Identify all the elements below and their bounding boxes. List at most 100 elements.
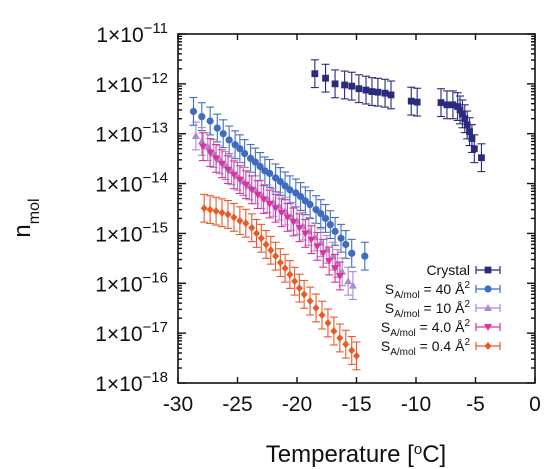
series-0	[310, 59, 486, 173]
x-tick-label: -5	[466, 393, 485, 416]
data-point	[212, 207, 220, 216]
data-point	[348, 82, 356, 90]
data-point	[286, 270, 294, 279]
data-point	[478, 154, 485, 162]
data-point	[251, 158, 259, 166]
data-point	[230, 213, 238, 222]
legend-label: Crystal	[426, 262, 470, 278]
data-point	[276, 258, 284, 267]
data-point	[213, 124, 221, 132]
data-point	[206, 117, 214, 125]
data-point	[313, 243, 322, 251]
data-point	[336, 333, 344, 342]
data-point	[331, 80, 339, 88]
data-point	[335, 273, 344, 281]
y-tick-label: 1×10−17	[95, 319, 168, 346]
data-point	[321, 214, 330, 223]
data-point	[281, 264, 289, 273]
data-point	[241, 149, 249, 158]
data-point	[407, 97, 415, 105]
data-point	[362, 86, 370, 94]
data-point	[368, 88, 376, 95]
data-point	[374, 88, 382, 96]
data-point	[437, 99, 445, 107]
data-point	[272, 252, 280, 261]
data-point	[223, 166, 232, 174]
x-tick-label: 0	[529, 393, 541, 416]
data-point	[307, 236, 316, 244]
y-axis-label: nmol	[9, 198, 43, 237]
y-tick-label: 1×10−12	[95, 70, 168, 97]
data-point	[283, 214, 292, 222]
data-point	[342, 340, 350, 349]
x-tick-label: -30	[163, 393, 193, 416]
data-point	[191, 131, 200, 139]
data-point	[257, 234, 265, 243]
data-point	[206, 149, 215, 157]
data-point	[325, 257, 334, 265]
data-point	[348, 281, 357, 289]
data-point	[277, 209, 286, 217]
data-point	[198, 143, 207, 151]
data-point	[271, 205, 280, 213]
data-point	[265, 200, 274, 208]
data-point	[361, 252, 369, 260]
data-point	[247, 186, 256, 194]
data-point	[248, 223, 256, 232]
data-point	[218, 208, 226, 217]
data-point	[289, 218, 298, 226]
data-point	[470, 145, 478, 153]
y-tick-label: 1×10−16	[95, 269, 168, 296]
legend-marker	[484, 266, 492, 274]
data-point	[355, 85, 363, 93]
legend-marker	[484, 285, 492, 293]
data-point	[241, 181, 250, 189]
series-4	[200, 193, 361, 371]
y-tick-label: 1×10−18	[95, 369, 168, 396]
data-point	[262, 240, 270, 249]
x-axis-label: Temperature [oC]	[266, 441, 446, 469]
data-point	[219, 130, 227, 138]
legend-label: SA/mol = 40 Å2	[385, 280, 471, 301]
data-point	[413, 98, 421, 106]
data-point	[326, 221, 334, 229]
data-point	[459, 110, 466, 118]
legend-marker	[484, 342, 492, 350]
data-point	[468, 135, 476, 142]
data-point	[341, 81, 348, 89]
data-point	[381, 89, 389, 97]
data-point	[236, 216, 244, 225]
data-point	[463, 121, 471, 129]
data-point	[286, 186, 294, 194]
axis-ticks: -30 -25 -20 -15 -10 -5 0 1×10−18 1×10−17 1×10−16 1…	[95, 20, 541, 416]
data-point	[295, 224, 304, 232]
x-tick-label: -25	[222, 393, 252, 416]
data-point	[253, 191, 262, 199]
data-point	[291, 277, 299, 286]
series-1	[189, 96, 369, 271]
data-point	[461, 115, 469, 123]
x-tick-label: -15	[341, 393, 371, 416]
data-point	[312, 303, 320, 312]
x-tick-label: -10	[401, 393, 431, 416]
data-point	[319, 250, 328, 258]
data-point	[322, 74, 329, 82]
data-point	[456, 106, 464, 114]
data-point	[295, 284, 303, 293]
legend-marker	[484, 324, 492, 331]
data-point	[276, 177, 284, 186]
data-point	[206, 205, 214, 214]
legend-label: SA/mol = 0.4 Å2	[381, 337, 471, 358]
x-tick-label: -20	[282, 393, 312, 416]
data-point	[253, 229, 261, 238]
data-point	[342, 240, 350, 249]
data-point	[348, 346, 356, 355]
data-point	[443, 101, 451, 109]
data-point	[198, 113, 206, 121]
data-point	[256, 162, 264, 171]
data-point	[225, 136, 233, 144]
data-point	[344, 277, 353, 285]
data-point	[224, 210, 232, 219]
data-point	[218, 160, 227, 168]
legend-label: SA/mol = 4.0 Å2	[381, 318, 471, 339]
